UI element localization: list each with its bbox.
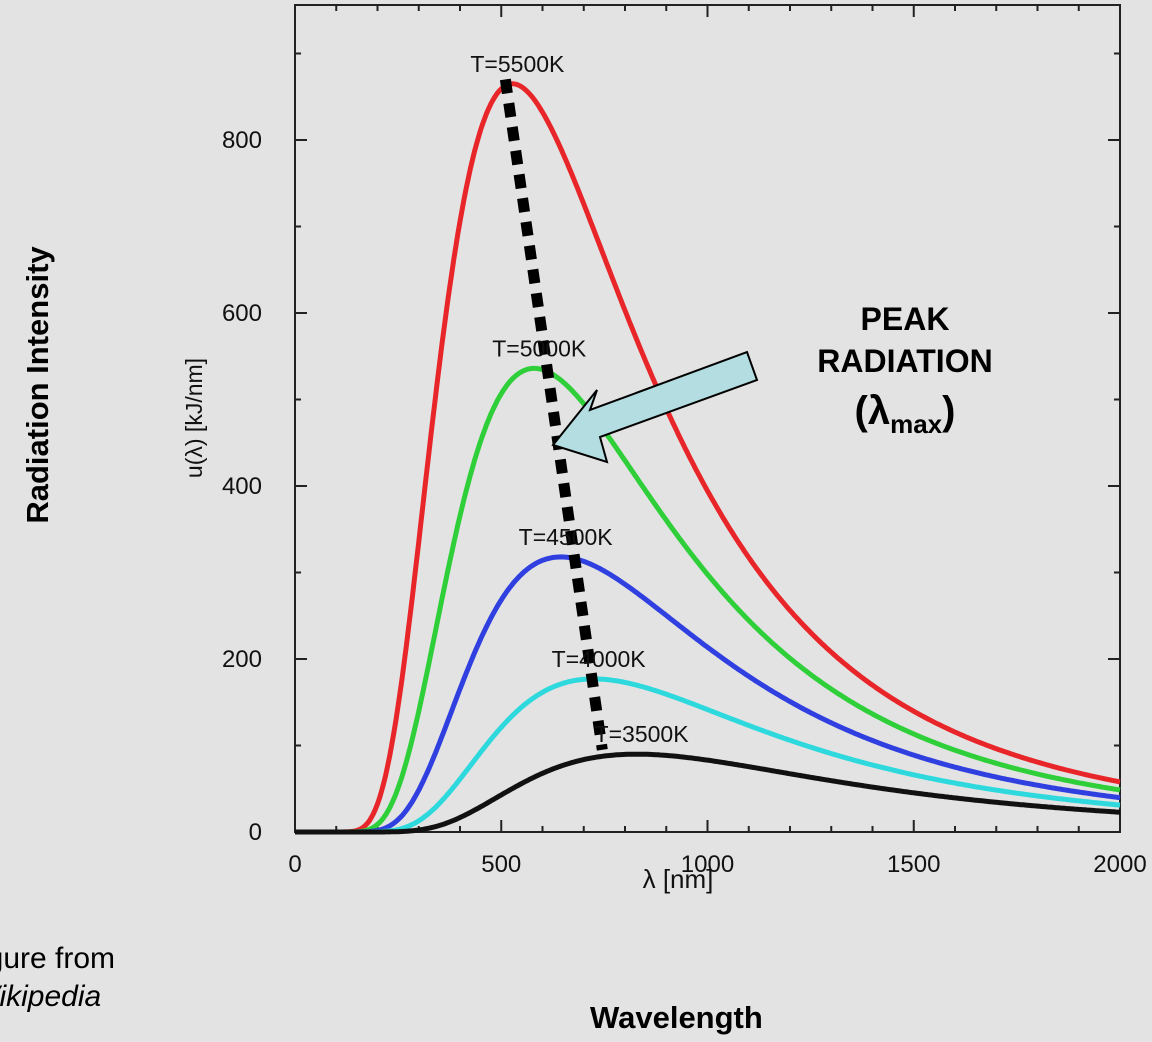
y-tick-label: 400	[222, 473, 262, 500]
y-tick-label: 600	[222, 300, 262, 327]
peak-trend-line	[499, 78, 608, 751]
peak-radiation-annotation: PEAK RADIATION (λmax)	[760, 298, 1050, 445]
x-axis-label: λ [nm]	[643, 864, 714, 894]
series-labels: T=5500K T=5000K T=4500K T=4000K T=3500K	[470, 51, 689, 747]
x-tick-label: 500	[481, 851, 521, 878]
y-tick-label: 0	[249, 819, 262, 846]
series-line	[294, 365, 1121, 835]
peak-arrow	[551, 350, 759, 464]
tick-labels: 0 500 1000 1500 2000 0 200 400 600 800	[222, 127, 1147, 878]
outer-y-axis-label: Radiation Intensity	[20, 246, 55, 524]
x-tick-label: 1500	[887, 851, 940, 878]
y-tick-label: 200	[222, 646, 262, 673]
outer-x-axis-label: Wavelength	[590, 1000, 763, 1035]
figure-credit: igure from Vikipedia	[0, 940, 115, 1016]
series-label: T=5500K	[470, 51, 565, 77]
series-line	[294, 676, 1121, 835]
credit-source: Vikipedia	[0, 980, 102, 1013]
series-line	[294, 751, 1121, 835]
series-label: T=4000K	[552, 646, 647, 672]
x-tick-label: 2000	[1093, 851, 1146, 878]
x-tick-label: 1000	[681, 851, 734, 878]
lambda-symbol: (λ	[854, 389, 891, 433]
lambda-max-label: (λmax)	[855, 390, 956, 445]
lambda-close-paren: )	[942, 389, 956, 433]
peak-trend-dashes	[499, 78, 608, 751]
annotation-line-2: RADIATION	[817, 343, 993, 379]
peak-arrow-shape	[551, 350, 759, 464]
credit-line-1: igure from	[0, 942, 116, 975]
annotation-line-1: PEAK	[860, 301, 950, 337]
y-tick-label: 800	[222, 127, 262, 154]
series-line	[294, 81, 1121, 835]
x-tick-label: 0	[288, 851, 301, 878]
series-label: T=5000K	[492, 335, 587, 361]
y-axis-label: u(λ) [kJ/nm]	[181, 358, 207, 478]
series-label: T=4500K	[519, 524, 614, 550]
series-line	[294, 554, 1121, 835]
lambda-subscript: max	[890, 409, 943, 439]
series-label: T=3500K	[595, 721, 690, 747]
spectral-curves	[294, 81, 1121, 835]
